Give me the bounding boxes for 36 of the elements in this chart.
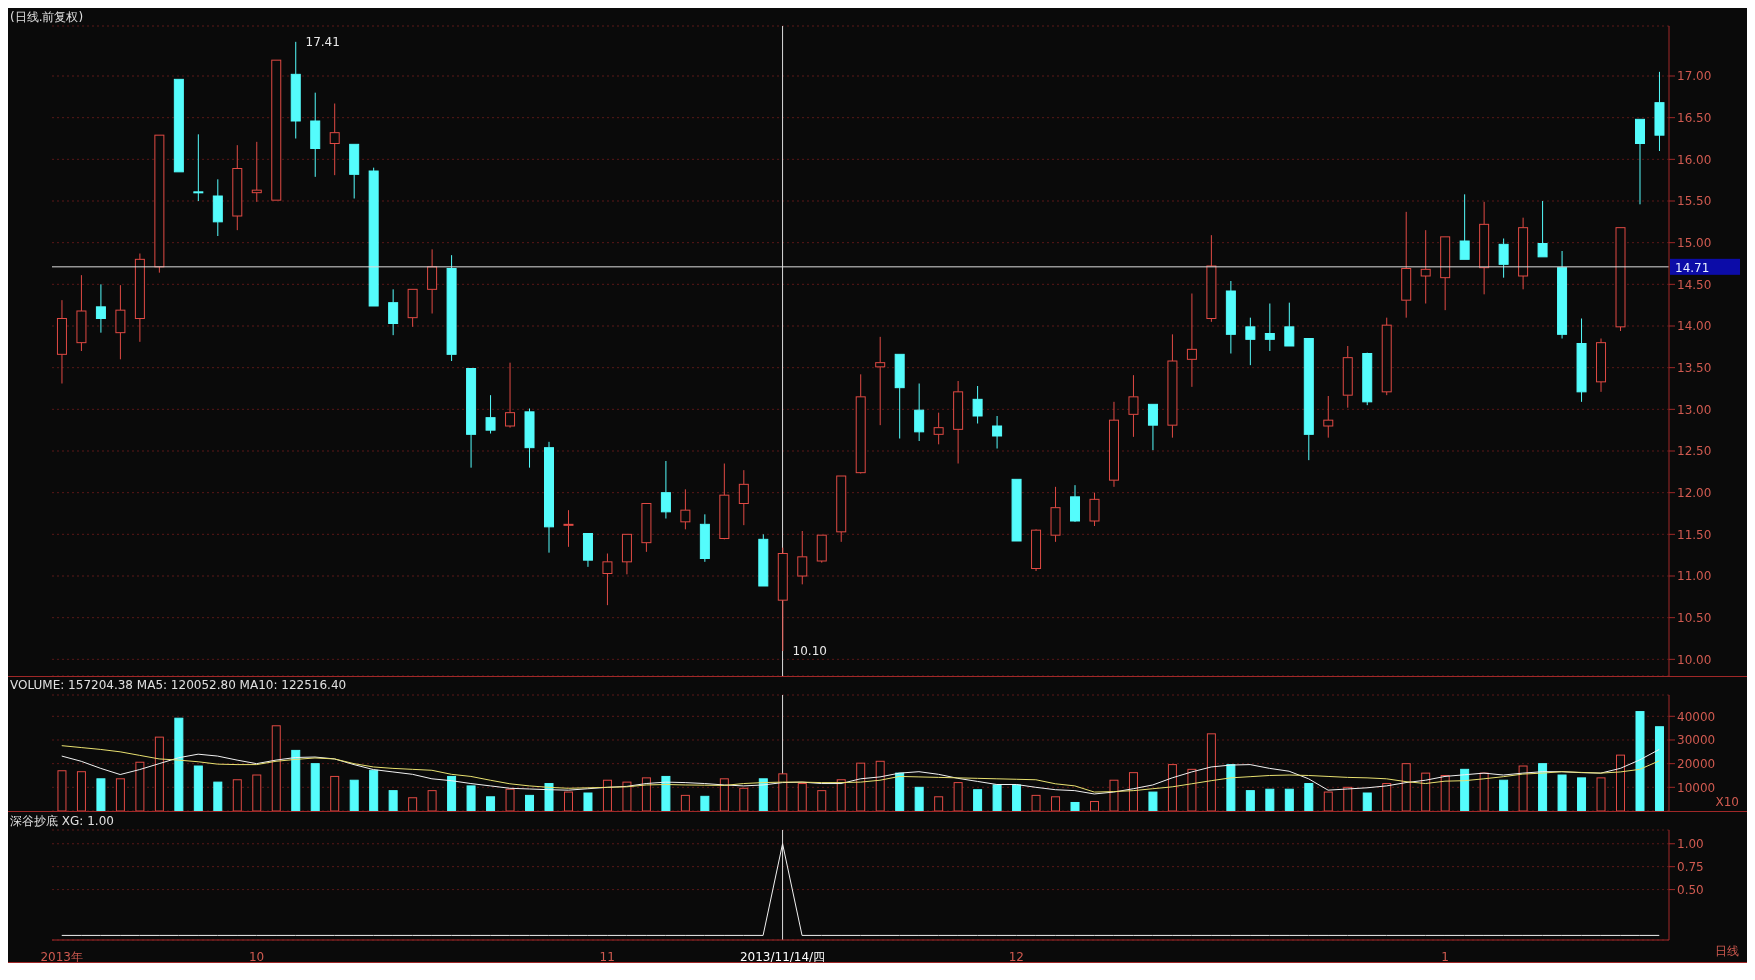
x-tick-label: 12 [1008, 950, 1024, 964]
text: X10 [1715, 795, 1739, 809]
chart-title: (日线.前复权) [10, 9, 84, 26]
y-tick-label: 10.50 [1677, 610, 1712, 625]
ref-line-label: 14.71 [1675, 260, 1710, 275]
y-tick-label: 15.00 [1677, 235, 1712, 250]
y-tick-label: 30000 [1677, 733, 1716, 748]
y-tick-label: 16.00 [1677, 152, 1712, 167]
y-tick-label: 12.50 [1677, 444, 1712, 459]
y-tick-label: 0.75 [1677, 859, 1704, 874]
annotation: 17.41 [305, 34, 340, 49]
y-tick-label: 14.50 [1677, 277, 1712, 292]
y-tick-label: 12.00 [1677, 485, 1712, 500]
y-tick-label: 20000 [1677, 756, 1716, 771]
chart-title: VOLUME: 157204.38 MA5: 120052.80 MA10: 122516.40 [10, 678, 347, 692]
y-tick-label: 1.00 [1677, 837, 1704, 852]
y-tick-label: 17.00 [1677, 69, 1712, 84]
y-tick-label: 10000 [1677, 780, 1716, 795]
chart-title: 深谷抄底 XG: 1.00 [10, 813, 114, 830]
y-tick-label: 13.00 [1677, 402, 1712, 417]
y-tick-label: 15.50 [1677, 194, 1712, 209]
y-tick-label: 11.50 [1677, 527, 1712, 542]
y-tick-label: 13.50 [1677, 360, 1712, 375]
x-tick-label: 2013年 [40, 950, 84, 964]
annotation: 10.10 [792, 644, 827, 658]
y-tick-label: 40000 [1677, 709, 1716, 724]
y-tick-label: 16.50 [1677, 110, 1712, 125]
x-tick-label: 1 [1441, 950, 1449, 964]
text: 日线 [1715, 943, 1739, 960]
x-tick-label: 2013/11/14/四 [739, 950, 826, 964]
y-tick-label: 14.00 [1677, 319, 1712, 334]
y-tick-label: 11.00 [1677, 569, 1712, 584]
y-tick-label: 10.00 [1677, 652, 1712, 667]
x-tick-label: 11 [599, 950, 615, 964]
x-tick-label: 10 [248, 950, 265, 964]
y-tick-label: 0.50 [1677, 882, 1704, 897]
